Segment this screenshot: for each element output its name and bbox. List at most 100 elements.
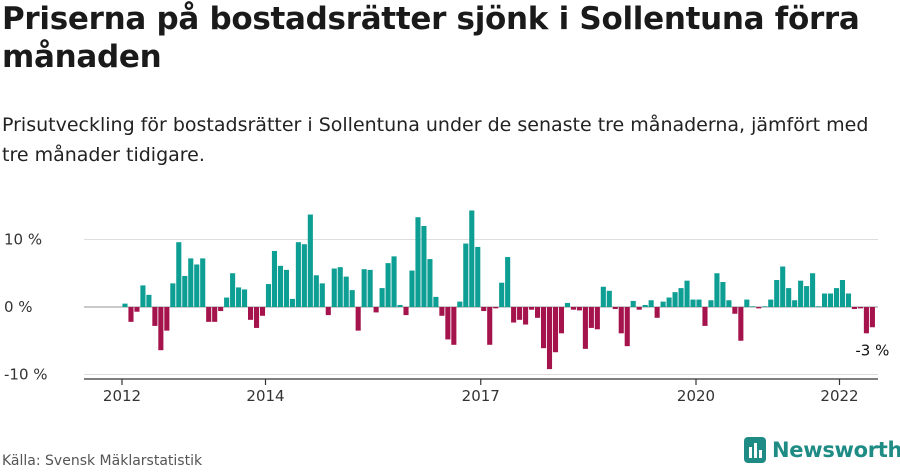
brand-name: Newsworthy (772, 438, 900, 462)
bar (367, 269, 373, 308)
bar (194, 264, 200, 307)
bar (451, 307, 457, 345)
bar (804, 286, 810, 307)
bar (253, 307, 260, 328)
bar (218, 307, 224, 312)
bar (493, 307, 499, 309)
bar (301, 244, 307, 307)
bar (170, 283, 176, 308)
bar (606, 290, 612, 307)
bar (546, 307, 553, 370)
bar (624, 307, 630, 347)
bar (188, 258, 194, 307)
bar (224, 297, 230, 307)
bar (134, 307, 140, 312)
y-tick-label: 10 % (4, 231, 42, 249)
bar (463, 243, 469, 307)
bar (684, 280, 690, 307)
bar (325, 307, 331, 316)
bar (744, 299, 750, 307)
bar (762, 306, 768, 307)
bar (433, 296, 439, 308)
bar (307, 214, 313, 307)
bar (780, 266, 786, 307)
bar (457, 301, 463, 307)
bar (379, 288, 385, 307)
bar (588, 307, 594, 328)
bar (714, 273, 720, 307)
bar (259, 307, 266, 316)
bar (248, 307, 254, 320)
bar (200, 258, 206, 307)
bar (678, 288, 684, 307)
labels: 10 % 0 % -10 % 2012 2014 2017 2020 2022 -3 % (4, 231, 889, 406)
bar (690, 299, 696, 307)
brand-logo: Newsworthy (744, 437, 900, 463)
bar (415, 217, 421, 307)
x-tick-label: 2020 (677, 387, 715, 405)
bar (409, 270, 415, 307)
bar (182, 275, 188, 307)
bar (816, 306, 822, 307)
bar (833, 288, 840, 307)
bar (660, 301, 666, 307)
y-tick-label: 0 % (4, 298, 33, 316)
bar (313, 275, 319, 307)
bar (122, 303, 128, 308)
bar (612, 307, 618, 310)
bar (558, 307, 565, 334)
bar (212, 307, 218, 322)
bar (295, 242, 301, 307)
bar (535, 307, 541, 318)
source-note: Källa: Svensk Mäklarstatistik (2, 453, 203, 469)
bar (349, 290, 355, 308)
chart-subtitle: Prisutveckling för bostadsrätter i Solle… (2, 114, 869, 166)
bar (792, 300, 798, 307)
bar (242, 289, 248, 307)
bar (582, 307, 588, 349)
bar (732, 307, 738, 314)
chart-title: Priserna på bostadsrätter sjönk i Sollen… (2, 1, 860, 75)
bar (529, 307, 535, 310)
bar-chart-logo-icon (744, 437, 766, 463)
bar (540, 307, 547, 349)
bar (271, 250, 278, 307)
bar (511, 307, 517, 323)
bar (702, 307, 708, 326)
bar (827, 293, 834, 307)
bar (738, 307, 744, 341)
bar (636, 307, 642, 310)
bar (845, 293, 852, 307)
bar (564, 302, 570, 307)
bar (361, 269, 367, 307)
bar (720, 282, 726, 307)
bar (277, 265, 283, 307)
bar (427, 259, 433, 307)
bar (666, 297, 672, 307)
bar (403, 307, 409, 316)
bar (265, 284, 272, 307)
bar (140, 285, 146, 307)
bar (618, 307, 624, 334)
bar (343, 276, 349, 308)
bar (499, 282, 505, 307)
bar (319, 283, 325, 308)
bar (672, 292, 678, 307)
x-tick-label: 2022 (820, 387, 858, 405)
bar (505, 257, 511, 307)
x-tick-label: 2017 (462, 387, 500, 405)
bar (475, 246, 481, 307)
bar (164, 307, 170, 331)
bar (337, 267, 343, 307)
bar (230, 273, 236, 307)
bar (774, 280, 780, 307)
bar (756, 307, 762, 309)
bar (869, 307, 875, 328)
bar (708, 300, 714, 307)
bar (517, 307, 523, 320)
bar (810, 273, 816, 307)
bar (523, 307, 529, 325)
bar (236, 287, 242, 307)
x-axis (84, 378, 878, 385)
bar (576, 307, 582, 311)
